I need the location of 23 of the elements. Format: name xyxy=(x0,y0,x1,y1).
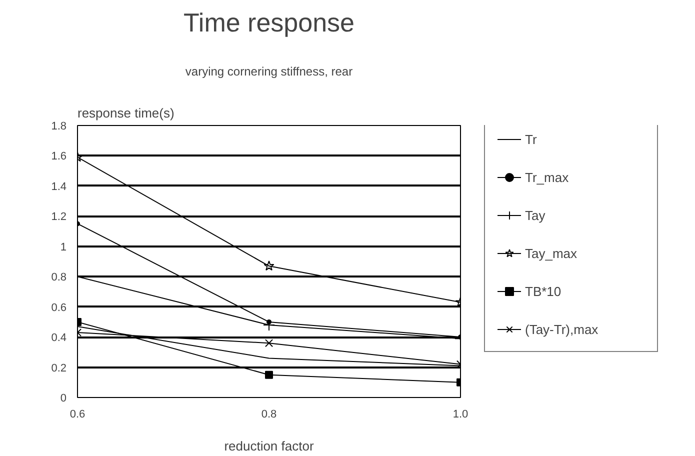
legend-label: TB*10 xyxy=(525,282,562,300)
legend-label: Tay xyxy=(525,206,546,225)
y-tick-label: 1.2 xyxy=(51,211,67,224)
y-tick-label: 1.4 xyxy=(51,180,67,193)
x-tick-label: 1.0 xyxy=(452,408,468,420)
chart-subtitle: varying cornering stiffness, rear xyxy=(185,64,353,78)
x-tick-label: 0.6 xyxy=(70,408,86,420)
x-tick-label: 0.8 xyxy=(261,408,277,420)
y-tick-label: 0.8 xyxy=(51,272,67,284)
y-tick-label: 1.6 xyxy=(51,150,67,163)
chart-title: Time response xyxy=(184,8,355,38)
legend-label: (Tay-Tr),max xyxy=(525,320,600,339)
y-tick-label: 0.2 xyxy=(51,362,67,374)
y-axis-title: response time(s) xyxy=(78,106,174,120)
y-tick-label: 1 xyxy=(60,241,67,254)
legend-label: Tr_max xyxy=(525,168,570,187)
y-tick-label: 1.8 xyxy=(51,120,67,132)
legend-label: Tr xyxy=(525,130,538,148)
x-axis-title: reduction factor xyxy=(224,438,314,454)
legend-label: Tay_max xyxy=(525,244,578,263)
y-tick-label: 0 xyxy=(60,392,67,404)
y-tick-label: 0.4 xyxy=(51,332,67,344)
y-tick-label: 0.6 xyxy=(51,302,67,314)
